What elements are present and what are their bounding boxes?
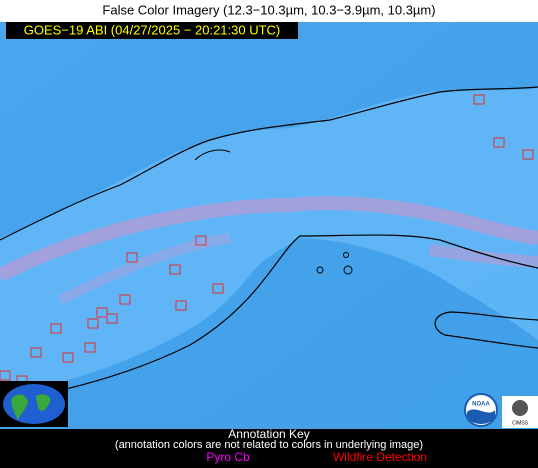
wildfire-box [119, 294, 131, 305]
wildfire-box [84, 342, 96, 353]
wildfire-box [62, 352, 74, 363]
coastline [39, 234, 538, 393]
key-note: (annotation colors are not related to co… [115, 439, 423, 451]
key-heading: Annotation Key [228, 427, 309, 441]
detections [0, 94, 534, 386]
key-pyro-cb: Pyro Cb [206, 450, 250, 464]
smoke-band [57, 233, 231, 305]
time-label-bg [6, 22, 298, 39]
island [343, 265, 353, 275]
wildfire-box [50, 323, 62, 334]
wildfire-box [195, 235, 207, 246]
coastline [194, 149, 231, 161]
noaa-wave [467, 409, 495, 424]
coastline [434, 311, 538, 349]
island [316, 266, 324, 274]
cimss-logo [512, 400, 528, 416]
wildfire-box [96, 307, 108, 318]
continents [11, 394, 51, 420]
wildfire-box [175, 300, 187, 311]
title: False Color Imagery (12.3−10.3µm, 10.3−3… [102, 2, 435, 17]
wildfire-box [473, 94, 485, 105]
wildfire-box [212, 283, 224, 294]
key-wildfire: Wildfire Detection [333, 450, 427, 464]
wildfire-box [493, 137, 505, 148]
land-mass [0, 88, 538, 385]
time-label: GOES−19 ABI (04/27/2025 − 20:21:30 UTC) [24, 22, 281, 37]
cimss-text: CIMSS [512, 420, 529, 426]
coastline [0, 86, 538, 241]
wildfire-box [30, 347, 42, 358]
noaa-text: NOAA [472, 402, 490, 408]
island [343, 252, 349, 258]
wildfire-box [169, 264, 181, 275]
wildfire-box [0, 370, 11, 381]
smoke-band [429, 244, 538, 268]
key-bar [0, 429, 538, 468]
wildfire-box [522, 149, 534, 160]
wildfire-box [126, 252, 138, 263]
wildfire-box [106, 313, 118, 324]
smoke-band [0, 196, 538, 282]
title-strip [0, 0, 538, 22]
wildfire-box [87, 318, 99, 329]
